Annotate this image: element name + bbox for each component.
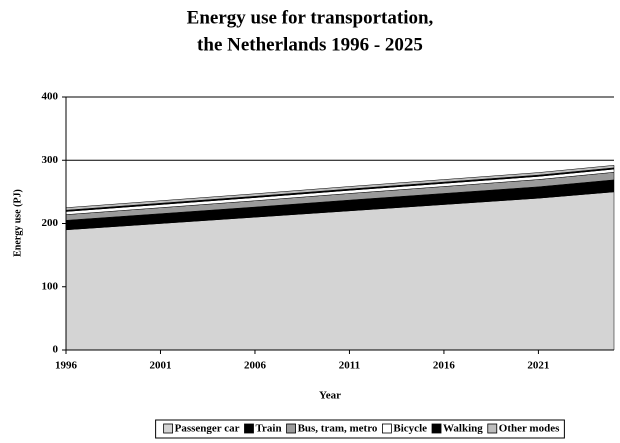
legend-label: Walking bbox=[443, 423, 483, 435]
x-tick-label: 2001 bbox=[149, 360, 171, 372]
x-tick-label: 2021 bbox=[527, 360, 549, 372]
y-tick-label: 300 bbox=[42, 154, 59, 166]
legend-label: Other modes bbox=[499, 423, 560, 435]
y-tick-label: 400 bbox=[42, 91, 59, 103]
x-tick-label: 1996 bbox=[55, 360, 78, 372]
legend-label: Bus, tram, metro bbox=[298, 423, 378, 435]
legend-label: Train bbox=[255, 423, 281, 435]
legend-swatch bbox=[286, 423, 296, 434]
x-tick-label: 2016 bbox=[433, 360, 456, 372]
legend-swatch bbox=[244, 423, 254, 434]
x-tick-label: 2006 bbox=[244, 360, 267, 372]
legend-label: Bicycle bbox=[393, 423, 427, 435]
legend-swatch bbox=[382, 423, 392, 434]
y-tick-label: 0 bbox=[53, 344, 59, 356]
chart-title: the Netherlands 1996 - 2025 bbox=[197, 34, 423, 55]
y-tick-label: 100 bbox=[42, 280, 59, 292]
chart-title: Energy use for transportation, bbox=[187, 7, 434, 28]
legend-swatch bbox=[431, 423, 442, 434]
y-axis-label: Energy use (PJ) bbox=[12, 189, 23, 257]
legend-swatch bbox=[487, 423, 498, 434]
legend bbox=[155, 419, 565, 439]
x-tick-label: 2011 bbox=[339, 360, 360, 372]
y-tick-label: 200 bbox=[42, 217, 59, 229]
legend-swatch bbox=[163, 423, 174, 434]
x-axis-label: Year bbox=[319, 390, 341, 402]
legend-label: Passenger car bbox=[175, 423, 240, 435]
area bbox=[65, 165, 615, 211]
